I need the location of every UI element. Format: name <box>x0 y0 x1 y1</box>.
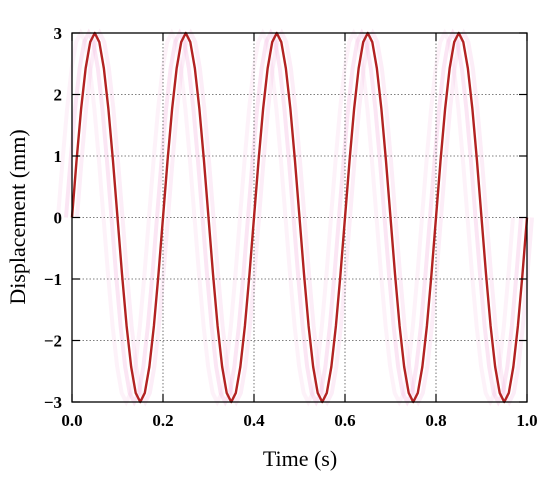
x-tick-label: 0.4 <box>243 411 265 430</box>
tick-marks <box>71 32 528 403</box>
x-tick-label: 1.0 <box>516 411 537 430</box>
y-axis-title: Displacement (mm) <box>5 129 30 304</box>
series-line-displacement <box>70 31 529 404</box>
x-axis-title: Time (s) <box>263 446 337 471</box>
y-tick-label: −2 <box>44 332 62 351</box>
y-tick-label: −3 <box>44 393 62 412</box>
y-tick-label: 1 <box>54 147 63 166</box>
y-tick-label: 2 <box>54 86 63 105</box>
y-tick-label: −1 <box>44 270 62 289</box>
x-tick-labels: 0.0 0.2 0.4 0.6 0.8 1.0 <box>61 411 537 430</box>
x-tick-label: 0.0 <box>61 411 82 430</box>
x-tick-label: 0.6 <box>334 411 355 430</box>
grid-lines <box>72 33 527 402</box>
y-tick-label: 3 <box>54 24 63 43</box>
x-tick-label: 0.2 <box>152 411 173 430</box>
y-tick-labels: 3 2 1 0 −1 −2 −3 <box>44 24 62 412</box>
y-tick-label: 0 <box>54 209 63 228</box>
x-tick-label: 0.8 <box>425 411 446 430</box>
series-layer <box>70 31 529 404</box>
